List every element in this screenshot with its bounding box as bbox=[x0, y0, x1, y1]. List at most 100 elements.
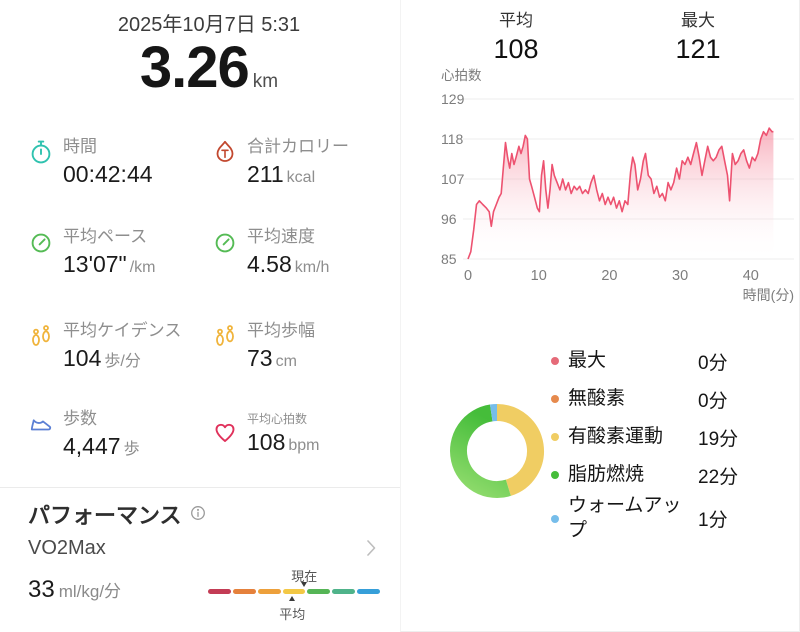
footprints-icon bbox=[28, 323, 54, 349]
max-heart-rate-block: 最大 121 bbox=[633, 6, 763, 65]
stat-value: 73 bbox=[247, 344, 273, 371]
legend-row-fat-burn: 脂肪燃焼 22分 bbox=[551, 456, 781, 494]
svg-text:118: 118 bbox=[441, 131, 464, 147]
avg-value: 108 bbox=[493, 34, 539, 64]
stat-label: 合計カロリー bbox=[247, 137, 349, 156]
zone-dot bbox=[551, 395, 559, 403]
stat-duration: 時間 00:42:44 bbox=[28, 136, 212, 226]
svg-text:10: 10 bbox=[531, 268, 547, 284]
stat-label: 平均ケイデンス bbox=[63, 321, 182, 340]
workout-date: 2025年10月7日 5:31 bbox=[117, 14, 301, 36]
stat-value: 00:42:44 bbox=[63, 160, 153, 187]
zone-duration: 0分 bbox=[698, 352, 728, 374]
vo2-bar-segment bbox=[332, 589, 356, 594]
stat-value: 13'07" bbox=[63, 250, 127, 277]
stat-unit: 歩 bbox=[123, 440, 140, 458]
svg-text:107: 107 bbox=[441, 171, 465, 187]
max-label: 最大 bbox=[681, 11, 715, 30]
zone-label: 最大 bbox=[568, 349, 607, 371]
vo2-bar-segment bbox=[232, 589, 256, 594]
stat-label: 平均速度 bbox=[247, 227, 315, 246]
svg-text:時間(分): 時間(分) bbox=[743, 287, 794, 303]
svg-text:129: 129 bbox=[441, 91, 465, 107]
stat-value: 4,447 bbox=[63, 432, 121, 459]
footprints-icon bbox=[212, 323, 238, 349]
stat-unit: km/h bbox=[294, 258, 330, 276]
heart-rate-zones-legend: 最大 0分 無酸素 0分 有酸素運動 19分 脂肪燃焼 22分 ウォームアップ bbox=[551, 342, 781, 543]
zone-dot bbox=[551, 433, 559, 441]
average-marker-arrow bbox=[289, 596, 296, 601]
speed-gauge-icon bbox=[212, 229, 238, 255]
stat-calories: 合計カロリー 211 kcal bbox=[212, 136, 384, 226]
heart-rate-panel: 平均 108 最大 121 心拍数 85 96 107 118 129 0 10 20 30 40 時… bbox=[400, 0, 800, 632]
distance-unit: km bbox=[252, 71, 279, 92]
svg-text:96: 96 bbox=[441, 211, 457, 227]
vo2max-label[interactable]: VO2Max bbox=[28, 537, 106, 559]
performance-section-title: パフォーマンス bbox=[28, 498, 206, 530]
stat-unit: /km bbox=[129, 258, 156, 276]
distance-value: 3.26 bbox=[139, 35, 250, 100]
legend-row-warm-up: ウォームアップ 1分 bbox=[551, 494, 781, 543]
stat-label: 平均心拍数 bbox=[247, 412, 308, 426]
svg-text:心拍数: 心拍数 bbox=[441, 68, 482, 83]
info-icon[interactable] bbox=[190, 501, 206, 527]
stat-label: 平均ペース bbox=[63, 227, 148, 246]
workout-summary-panel: 2025年10月7日 5:31 3.26 km 時間 00:42:44 bbox=[0, 14, 400, 622]
stat-avg-speed: 平均速度 4.58 km/h bbox=[212, 226, 384, 320]
avg-heart-rate-block: 平均 108 bbox=[451, 6, 581, 65]
current-marker-label: 現在 bbox=[291, 569, 318, 584]
zone-duration: 19分 bbox=[698, 428, 739, 450]
zone-duration: 0分 bbox=[698, 390, 728, 412]
stat-unit: 歩/分 bbox=[104, 352, 141, 370]
stat-unit: cm bbox=[275, 352, 297, 370]
stat-avg-stride: 平均歩幅 73 cm bbox=[212, 320, 384, 408]
vo2max-unit: ml/kg/分 bbox=[58, 582, 122, 601]
chevron-right-icon[interactable] bbox=[367, 540, 376, 561]
current-marker-arrow bbox=[301, 582, 308, 587]
section-divider bbox=[0, 487, 400, 488]
heart-rate-zones-donut bbox=[450, 404, 544, 498]
zone-dot bbox=[551, 357, 559, 365]
shoe-icon bbox=[28, 411, 54, 437]
zone-label: 無酸素 bbox=[568, 387, 626, 409]
svg-text:20: 20 bbox=[601, 268, 617, 284]
stats-grid: 時間 00:42:44 合計カロリー 211 kcal bbox=[28, 136, 384, 506]
vo2-bar-segment bbox=[208, 589, 231, 594]
vo2max-scale: 現在 平均 bbox=[208, 566, 381, 622]
pace-gauge-icon bbox=[28, 229, 54, 255]
heart-icon bbox=[212, 420, 238, 446]
vo2max-value: 33 bbox=[28, 576, 55, 603]
stat-label: 平均歩幅 bbox=[247, 321, 315, 340]
zone-label: 脂肪燃焼 bbox=[568, 463, 645, 485]
svg-text:0: 0 bbox=[464, 268, 472, 284]
stat-avg-heart-rate: 平均心拍数 108 bpm bbox=[212, 408, 384, 506]
zone-label: ウォームアップ bbox=[568, 495, 682, 541]
vo2-bar-segment bbox=[357, 589, 381, 594]
performance-title-text: パフォーマンス bbox=[28, 503, 182, 528]
stopwatch-icon bbox=[28, 139, 54, 165]
svg-text:30: 30 bbox=[672, 268, 688, 284]
zone-duration: 22分 bbox=[698, 466, 739, 488]
zone-dot bbox=[551, 471, 559, 479]
legend-row-anaerobic: 無酸素 0分 bbox=[551, 380, 781, 418]
stat-value: 4.58 bbox=[247, 250, 292, 277]
calories-icon bbox=[212, 139, 238, 165]
distance-total: 3.26 km bbox=[0, 34, 400, 101]
stat-label: 時間 bbox=[63, 137, 97, 156]
average-marker-label: 平均 bbox=[279, 607, 306, 622]
vo2-bar-segment bbox=[282, 589, 306, 594]
heart-rate-chart: 心拍数 85 96 107 118 129 0 10 20 30 40 時間(分) bbox=[441, 68, 794, 303]
max-value: 121 bbox=[675, 34, 721, 64]
stat-unit: bpm bbox=[288, 437, 320, 455]
stat-label: 歩数 bbox=[63, 409, 97, 428]
vo2max-value-row: 33 ml/kg/分 bbox=[28, 576, 121, 604]
avg-label: 平均 bbox=[499, 11, 533, 30]
vo2-bar-segment bbox=[307, 589, 331, 594]
stat-value: 104 bbox=[63, 344, 102, 371]
zone-label: 有酸素運動 bbox=[568, 425, 664, 447]
stat-avg-cadence: 平均ケイデンス 104 歩/分 bbox=[28, 320, 212, 408]
vo2-bar bbox=[208, 589, 381, 594]
svg-text:85: 85 bbox=[441, 251, 457, 267]
stat-unit: kcal bbox=[286, 168, 316, 186]
